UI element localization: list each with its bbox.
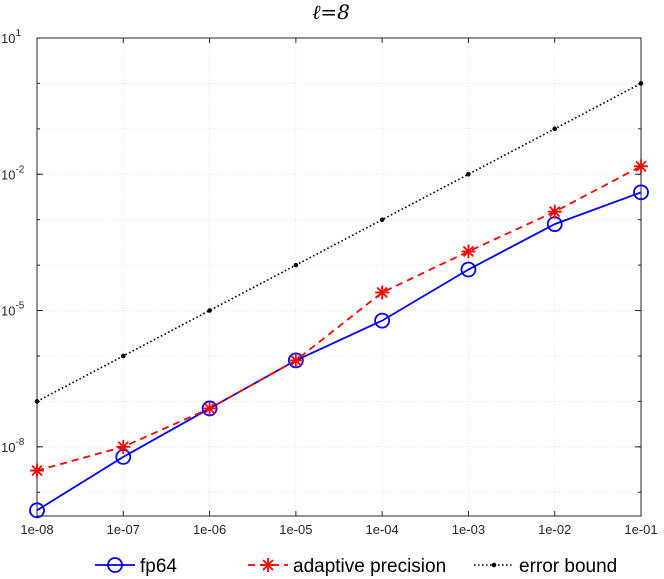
y-tick-exponent: -8 xyxy=(15,437,24,448)
series-line xyxy=(36,165,642,472)
marker-dot xyxy=(293,262,299,268)
marker-asterisk-arm xyxy=(290,354,302,366)
series-adaptive-precision xyxy=(30,159,648,478)
marker-circle xyxy=(460,261,477,278)
marker-dot xyxy=(207,308,212,313)
marker-dot xyxy=(466,171,471,177)
x-tick-label: 1e-01 xyxy=(624,522,657,537)
y-tick-base: 10 xyxy=(1,440,15,455)
marker-dot xyxy=(491,562,497,568)
x-tick-label: 1e-02 xyxy=(538,522,571,537)
y-tick-base: 10 xyxy=(1,31,15,46)
y-tick-label: 10-8 xyxy=(1,437,25,455)
series-error-bound xyxy=(34,81,644,404)
y-tick-label: 101 xyxy=(1,28,21,46)
x-tick-label: 1e-05 xyxy=(279,522,312,537)
marker-circle xyxy=(29,502,45,519)
marker-asterisk-arm xyxy=(549,206,561,218)
marker-dot xyxy=(552,126,558,132)
y-tick-label: 10-5 xyxy=(1,301,25,319)
marker-asterisk-arm xyxy=(203,402,216,415)
x-tick-label: 1e-08 xyxy=(20,522,53,537)
marker-asterisk-arm xyxy=(117,441,129,453)
marker-asterisk-arm xyxy=(262,559,274,571)
legend-entry: error bound xyxy=(474,556,617,577)
y-tick-label: 10-2 xyxy=(1,164,25,182)
marker-asterisk xyxy=(375,285,390,300)
x-tick-label: 1e-06 xyxy=(193,522,226,537)
marker-asterisk xyxy=(461,244,476,259)
marker-dot xyxy=(379,217,385,222)
marker-dot xyxy=(638,81,644,86)
series-line xyxy=(36,82,642,403)
legend-entry: adaptive precision xyxy=(248,556,446,577)
legend: fp64 adaptive precision error bound xyxy=(95,556,617,577)
x-axis: 1e-08 1e-07 1e-06 1e-05 1e-04 1e-03 1e-02 1e-01 xyxy=(20,38,658,537)
marker-asterisk xyxy=(634,159,648,174)
marker-circle xyxy=(633,184,649,201)
marker-asterisk xyxy=(116,439,131,454)
marker-asterisk-arm xyxy=(31,464,43,477)
x-tick-label: 1e-03 xyxy=(452,522,485,537)
grid xyxy=(36,37,642,516)
legend-label: error bound xyxy=(519,556,617,577)
series-line xyxy=(36,191,642,512)
y-tick-base: 10 xyxy=(1,304,15,319)
legend-label: adaptive precision xyxy=(293,556,446,577)
plot-area-frame xyxy=(36,37,642,517)
y-tick-exponent: 1 xyxy=(15,28,21,39)
series-fp64 xyxy=(29,184,649,519)
marker-asterisk-arm xyxy=(376,286,388,299)
y-tick-exponent: -5 xyxy=(15,301,24,312)
x-tick-label: 1e-04 xyxy=(366,522,399,537)
x-tick-label: 1e-07 xyxy=(107,522,140,537)
legend-entry: fp64 xyxy=(95,556,177,577)
y-tick-exponent: -2 xyxy=(15,164,24,175)
marker-asterisk xyxy=(261,558,275,572)
y-tick-base: 10 xyxy=(1,167,15,182)
series-group xyxy=(29,81,649,519)
legend-label: fp64 xyxy=(140,556,177,577)
marker-asterisk xyxy=(547,204,562,219)
marker-asterisk xyxy=(288,353,303,368)
marker-dot xyxy=(34,399,40,404)
marker-asterisk xyxy=(30,463,44,478)
marker-asterisk-arm xyxy=(462,245,475,258)
marker-circle xyxy=(107,557,123,573)
marker-circle xyxy=(374,312,391,329)
chart-title: ℓ=8 xyxy=(312,0,350,24)
marker-dot xyxy=(120,353,126,359)
marker-asterisk-arm xyxy=(635,160,647,172)
marker-asterisk xyxy=(202,401,217,416)
